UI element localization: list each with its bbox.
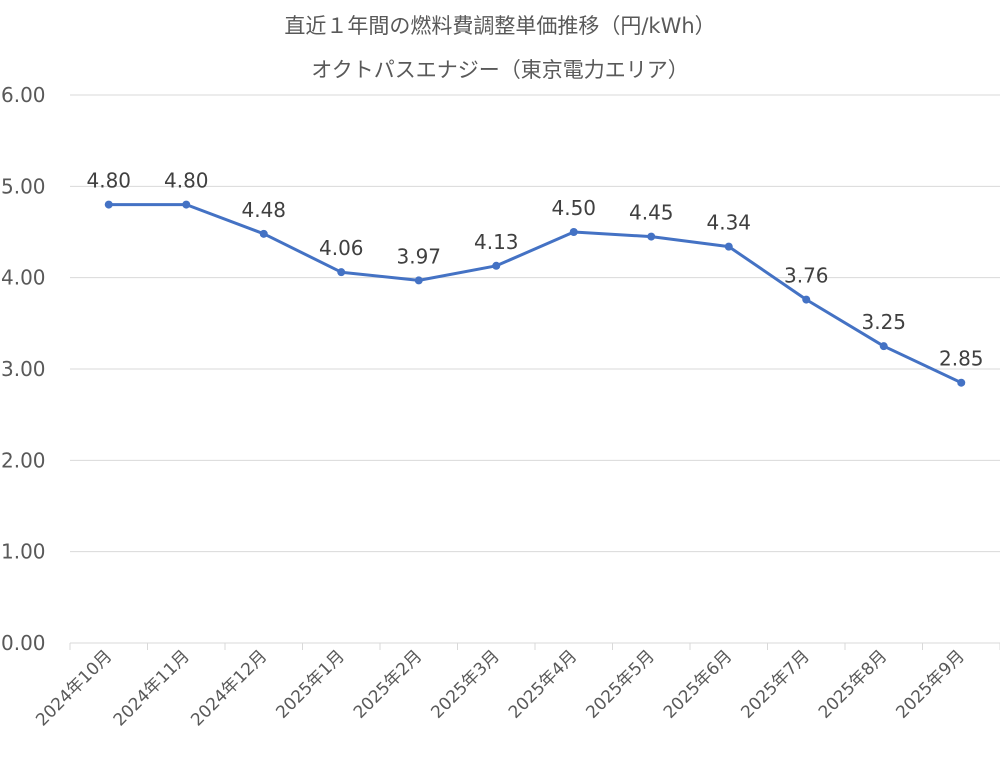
data-point	[802, 295, 811, 304]
data-label: 4.13	[474, 230, 519, 254]
data-label: 4.80	[86, 169, 131, 193]
y-tick-label: 3.00	[1, 357, 46, 381]
y-tick-label: 5.00	[1, 174, 46, 198]
y-tick-label: 1.00	[1, 540, 46, 564]
data-point	[724, 242, 733, 251]
data-point	[879, 342, 888, 351]
data-label: 4.34	[706, 211, 751, 235]
series-line-group	[104, 200, 966, 387]
gridlines	[69, 94, 1000, 650]
data-label: 3.25	[861, 310, 906, 334]
y-tick-label: 0.00	[1, 631, 46, 655]
data-point	[182, 200, 191, 209]
data-label: 2.85	[939, 347, 984, 371]
x-tick-label: 2025年5月	[582, 646, 658, 722]
data-point	[647, 232, 656, 241]
x-tick-label: 2025年1月	[272, 646, 348, 722]
x-tick-label: 2024年12月	[187, 646, 271, 730]
data-label: 4.50	[551, 196, 596, 220]
x-tick-label: 2025年6月	[660, 646, 736, 722]
y-tick-label: 4.00	[1, 266, 46, 290]
data-point	[492, 261, 501, 270]
x-tick-label: 2025年9月	[892, 646, 968, 722]
data-label: 3.97	[396, 244, 441, 268]
data-label: 4.48	[241, 198, 286, 222]
x-tick-label: 2025年4月	[505, 646, 581, 722]
x-tick-label: 2025年3月	[427, 646, 503, 722]
x-tick-label: 2024年11月	[110, 646, 194, 730]
series-line	[107, 203, 963, 385]
x-tick-label: 2025年2月	[350, 646, 426, 722]
chart-subtitle: オクトパスエナジー（東京電力エリア）	[311, 58, 689, 82]
data-point	[569, 228, 578, 236]
y-tick-label: 6.00	[1, 83, 46, 107]
data-point	[259, 229, 268, 238]
data-point	[337, 268, 346, 277]
x-tick-label: 2025年7月	[737, 646, 813, 722]
x-tick-label: 2025年8月	[815, 646, 891, 722]
x-tick-label: 2024年10月	[32, 646, 116, 730]
data-point	[414, 276, 423, 285]
data-label: 4.80	[164, 169, 209, 193]
y-axis-tick-labels: 0.00 1.00 2.00 3.00 4.00 5.00 6.00	[1, 83, 46, 655]
data-label: 4.06	[319, 236, 364, 260]
chart-title: 直近１年間の燃料費調整単価推移（円/kWh）	[284, 14, 716, 38]
y-tick-label: 2.00	[1, 448, 46, 472]
data-label: 3.76	[784, 264, 829, 288]
data-point	[104, 200, 113, 209]
data-label: 4.45	[629, 201, 674, 225]
data-labels: 4.80 4.80 4.48 4.06 3.97 4.13 4.50 4.45 4.34 3.76…	[86, 169, 983, 371]
data-point	[957, 378, 966, 387]
